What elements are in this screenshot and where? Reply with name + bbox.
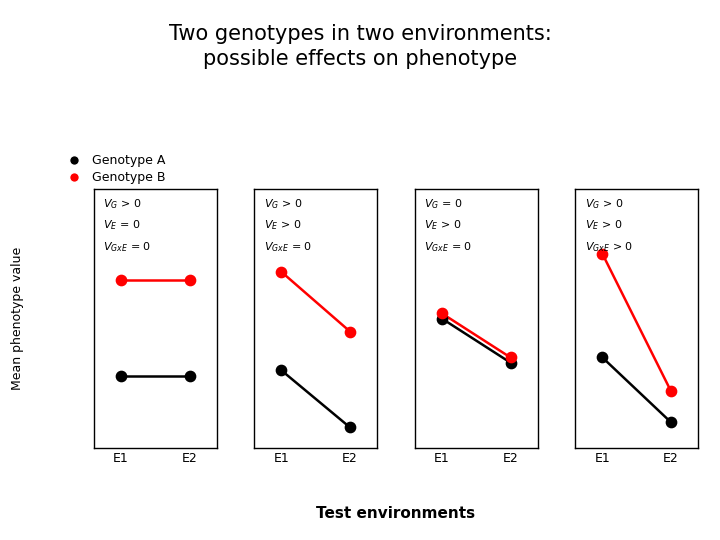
- Point: [597, 249, 608, 258]
- Text: Mean phenotype value: Mean phenotype value: [12, 247, 24, 390]
- Legend: Genotype A, Genotype B: Genotype A, Genotype B: [57, 150, 170, 189]
- Point: [436, 314, 448, 323]
- Point: [115, 275, 127, 284]
- Point: [436, 309, 448, 318]
- Point: [505, 359, 516, 367]
- Point: [184, 275, 195, 284]
- Point: [115, 372, 127, 380]
- Point: [344, 327, 356, 336]
- Text: $V_G$ = 0
$V_E$ > 0
$V_{GxE}$ = 0: $V_G$ = 0 $V_E$ > 0 $V_{GxE}$ = 0: [424, 197, 472, 254]
- Text: Test environments: Test environments: [316, 506, 476, 521]
- Point: [505, 353, 516, 362]
- Point: [344, 423, 356, 432]
- Point: [597, 353, 608, 362]
- Text: $V_G$ > 0
$V_E$ > 0
$V_{GxE}$ > 0: $V_G$ > 0 $V_E$ > 0 $V_{GxE}$ > 0: [585, 197, 633, 254]
- Point: [665, 418, 677, 427]
- Point: [276, 268, 287, 276]
- Point: [665, 387, 677, 395]
- Text: $V_G$ > 0
$V_E$ > 0
$V_{GxE}$ = 0: $V_G$ > 0 $V_E$ > 0 $V_{GxE}$ = 0: [264, 197, 312, 254]
- Text: Two genotypes in two environments:
possible effects on phenotype: Two genotypes in two environments: possi…: [168, 24, 552, 69]
- Text: $V_G$ > 0
$V_E$ = 0
$V_{GxE}$ = 0: $V_G$ > 0 $V_E$ = 0 $V_{GxE}$ = 0: [104, 197, 152, 254]
- Point: [276, 366, 287, 375]
- Point: [184, 372, 195, 380]
